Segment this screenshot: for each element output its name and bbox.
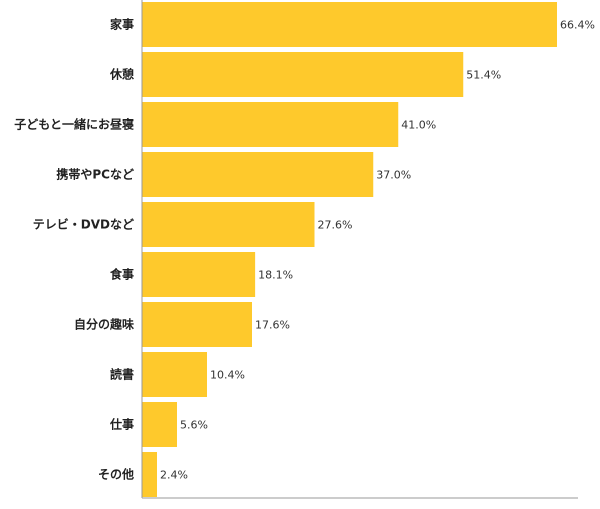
category-label: 子どもと一緒にお昼寝 <box>14 117 134 132</box>
bar-5 <box>142 202 315 247</box>
value-label: 17.6% <box>255 319 290 332</box>
value-label: 66.4% <box>560 19 595 32</box>
category-label: 休憩 <box>109 67 134 82</box>
category-label: 家事 <box>110 17 134 32</box>
bar-8 <box>142 352 207 397</box>
bars-layer <box>142 2 557 497</box>
bar-9 <box>142 402 177 447</box>
value-label: 27.6% <box>318 219 353 232</box>
value-label: 41.0% <box>401 119 436 132</box>
bar-4 <box>142 152 374 197</box>
category-label: 自分の趣味 <box>74 317 134 332</box>
value-label: 10.4% <box>210 369 245 382</box>
bar-7 <box>142 302 252 347</box>
category-label: 仕事 <box>109 417 134 432</box>
category-label: 読書 <box>110 367 134 382</box>
value-label: 2.4% <box>160 469 188 482</box>
labels-layer: 家事 66.4% 休憩 51.4% 子どもと一緒にお昼寝 41.0% 携帯やPCなど 37.0… <box>14 17 595 482</box>
category-label: その他 <box>98 467 134 482</box>
bar-10 <box>142 452 157 497</box>
bar-3 <box>142 102 399 147</box>
bar-1 <box>142 2 557 47</box>
bar-2 <box>142 52 464 97</box>
value-label: 18.1% <box>258 269 293 282</box>
category-label: 携帯やPCなど <box>56 167 134 182</box>
bar-6 <box>142 252 256 297</box>
category-label: テレビ・DVDなど <box>33 217 134 232</box>
value-label: 37.0% <box>376 169 411 182</box>
category-label: 食事 <box>109 267 134 282</box>
value-label: 51.4% <box>466 69 501 82</box>
value-label: 5.6% <box>180 419 208 432</box>
